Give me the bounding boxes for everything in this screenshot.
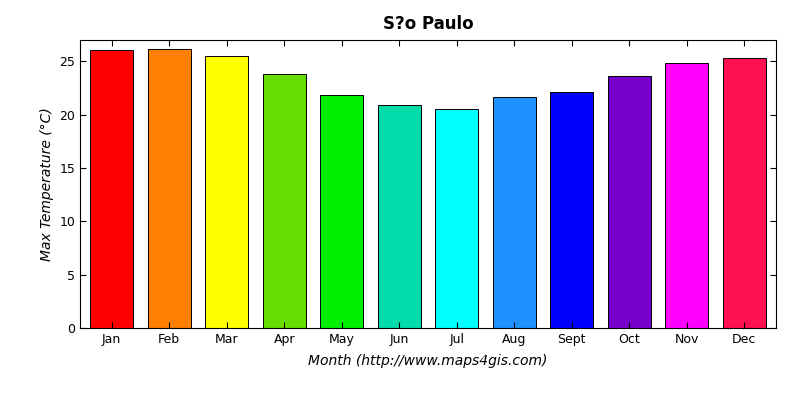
- Bar: [320, 96, 363, 328]
- Title: S?o Paulo: S?o Paulo: [382, 15, 474, 33]
- Bar: [493, 96, 536, 328]
- Bar: [205, 56, 248, 328]
- Bar: [262, 74, 306, 328]
- Bar: [378, 105, 421, 328]
- X-axis label: Month (http://www.maps4gis.com): Month (http://www.maps4gis.com): [308, 354, 548, 368]
- Bar: [90, 50, 134, 328]
- Bar: [147, 48, 190, 328]
- Y-axis label: Max Temperature (°C): Max Temperature (°C): [40, 107, 54, 261]
- Bar: [722, 58, 766, 328]
- Bar: [550, 92, 594, 328]
- Bar: [608, 76, 651, 328]
- Bar: [435, 109, 478, 328]
- Bar: [666, 64, 709, 328]
